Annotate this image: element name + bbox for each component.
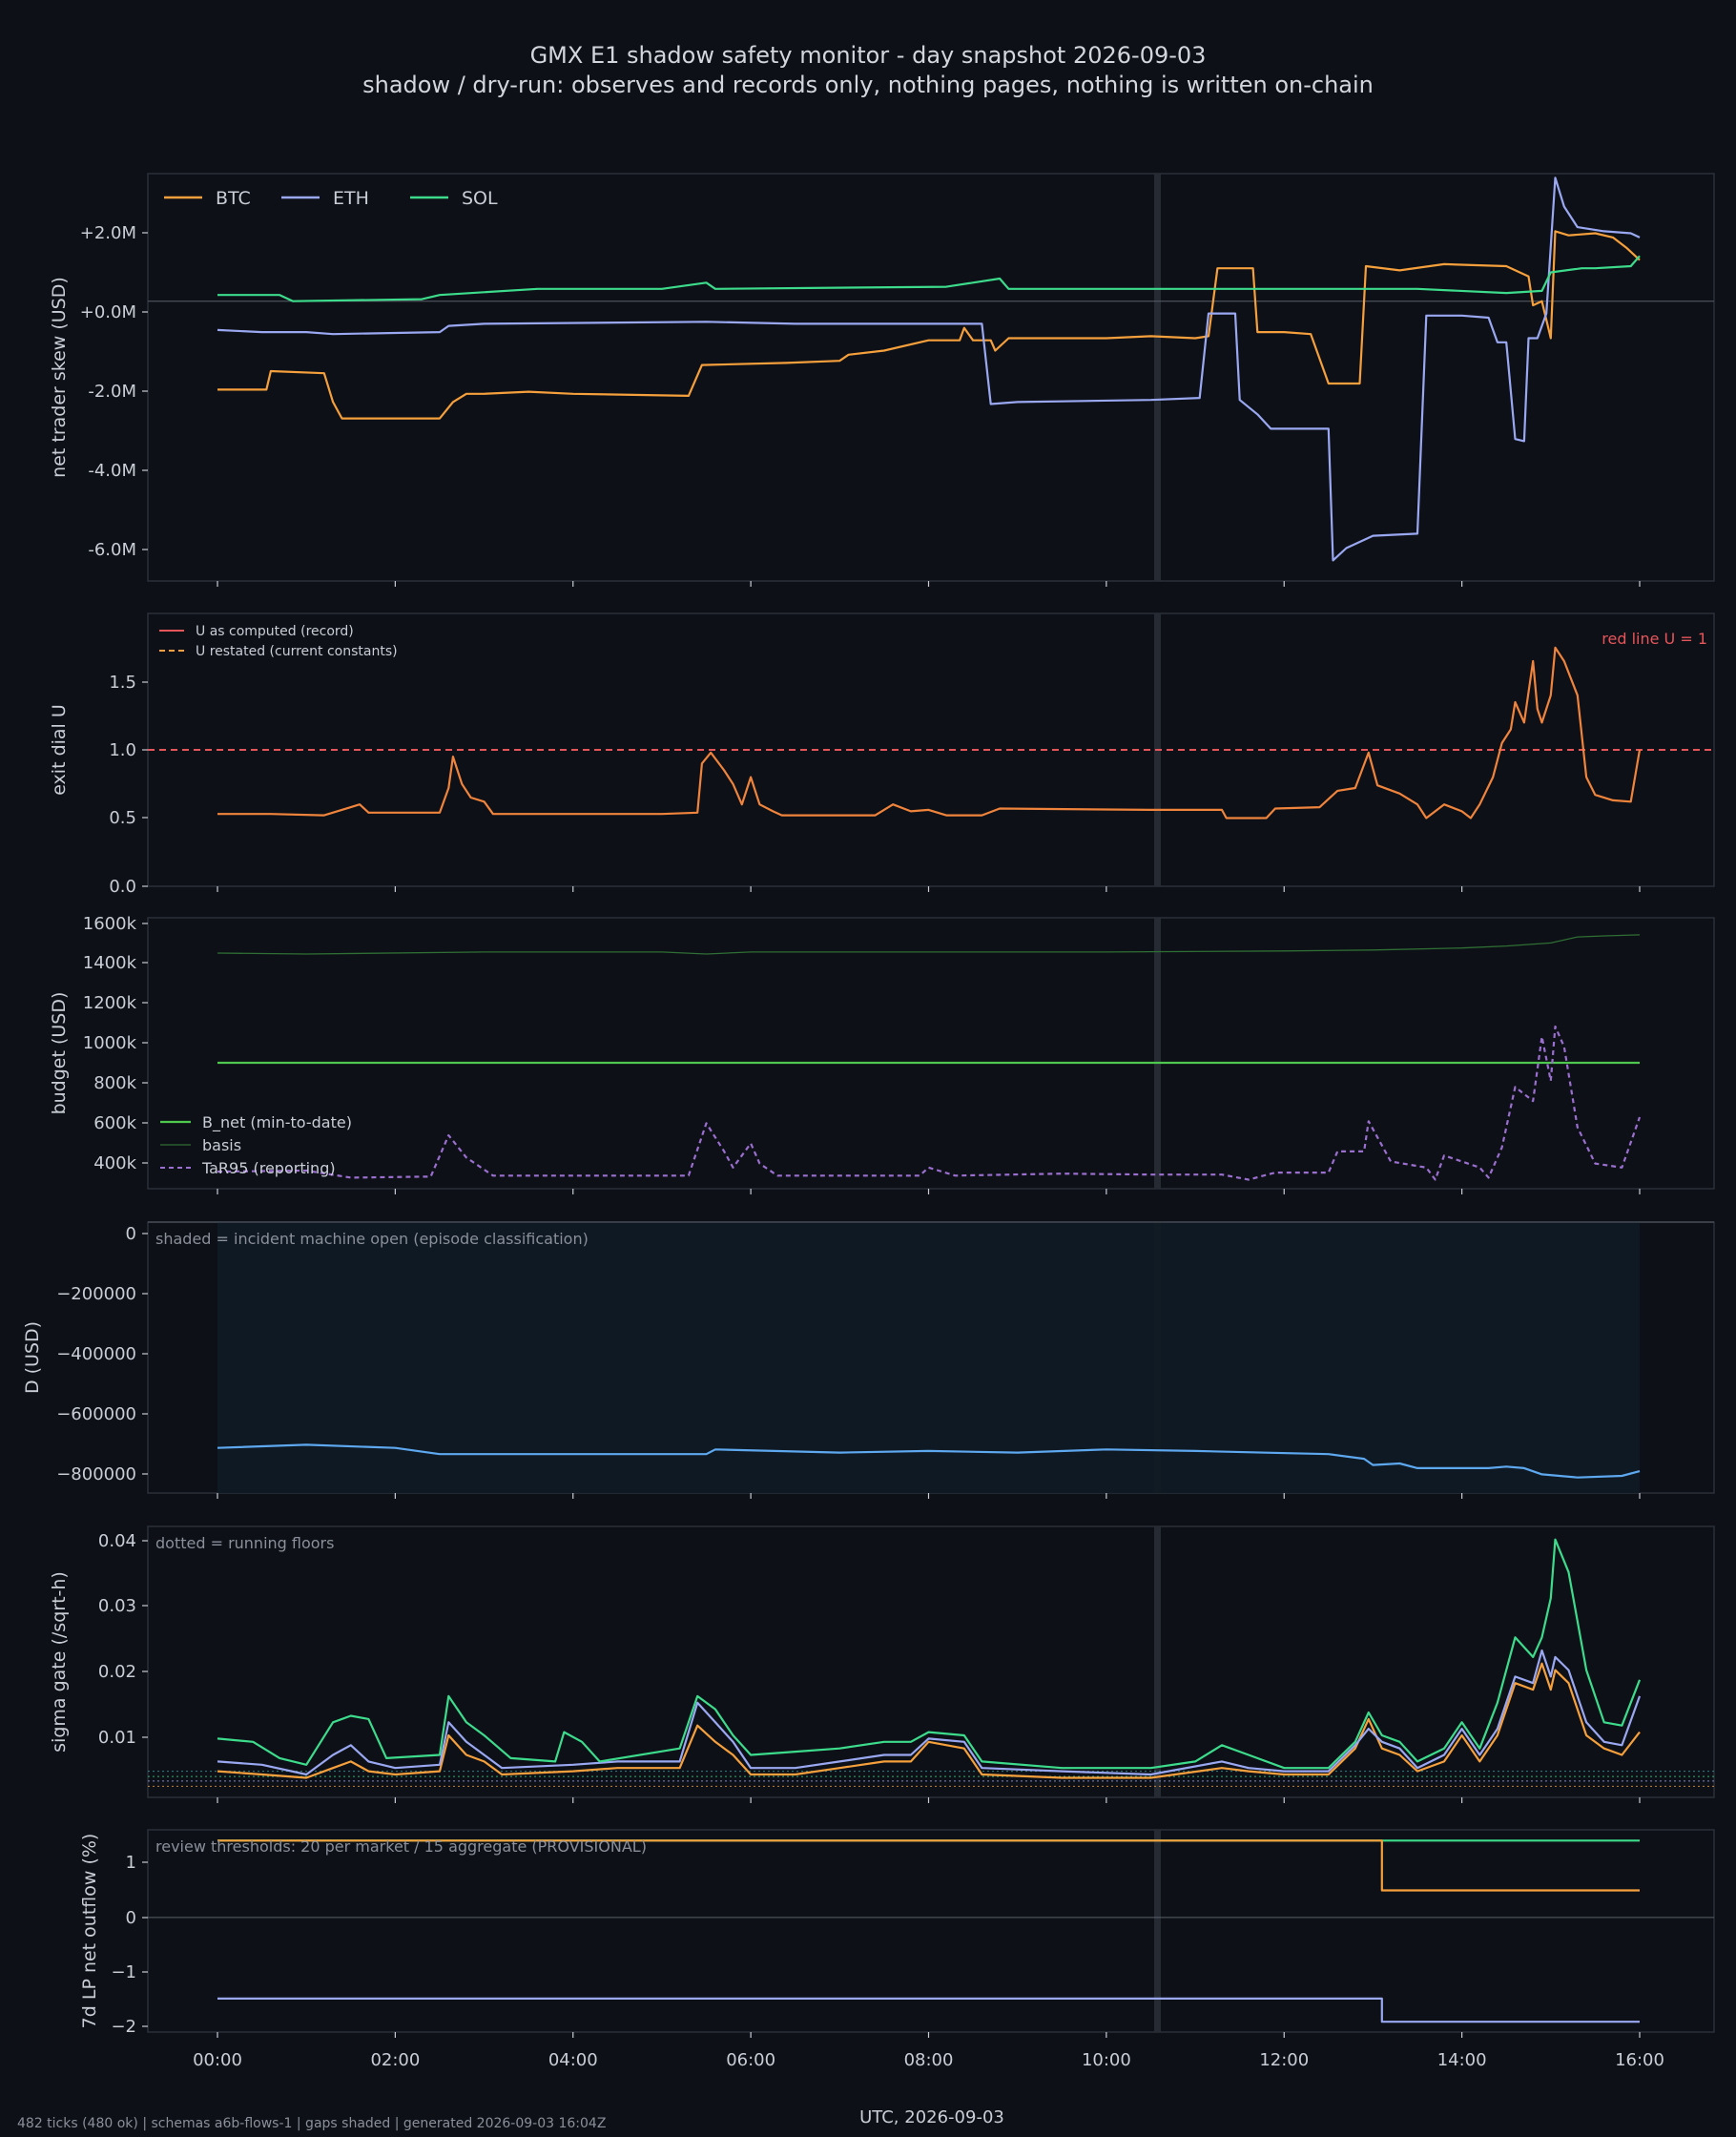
skew-panel: +2.0M +0.0M -2.0M -4.0M -6.0M net trader skew… — [49, 173, 1715, 587]
lp-y-axis-label: 7d LP net outflow (%) — [79, 1834, 100, 2029]
skew-y-tick-label: +2.0M — [80, 223, 136, 243]
x-tick-label: 04:00 — [548, 2050, 598, 2070]
legend-label-budget-0: B_net (min-to-date) — [202, 1113, 352, 1132]
budget-y-tick-label: 600k — [93, 1113, 136, 1133]
exit-panel: 1.5 1.0 0.5 0.0 exit dial U red line U = 1 U a… — [49, 612, 1715, 897]
figure-subtitle: shadow / dry-run: observes and records o… — [362, 72, 1374, 98]
skew-y-tick-label: -2.0M — [88, 382, 136, 402]
sigma-y-tick-label: 0.01 — [98, 1728, 136, 1748]
d-shaded-region — [217, 1222, 1640, 1493]
lp-y-tick-label: 0 — [126, 1908, 136, 1928]
d-y-tick-label: −200000 — [56, 1284, 136, 1304]
budget-series-tar95-reporting- — [217, 1025, 1642, 1181]
skew-series-sol — [217, 255, 1641, 302]
footer-status: 482 ticks (480 ok) | schemas a6b-flows-1… — [17, 2116, 606, 2131]
legend-label-btc: BTC — [216, 188, 251, 209]
lp-y-tick-label: 1 — [126, 1853, 136, 1873]
sigma-y-tick-label: 0.02 — [98, 1662, 136, 1682]
legend-label-eth: ETH — [333, 188, 369, 209]
x-tick-label: 00:00 — [193, 2050, 242, 2070]
figure-title: GMX E1 shadow safety monitor - day snaps… — [530, 42, 1207, 69]
lp-y-tick-label: −2 — [111, 2017, 136, 2037]
exit-y-axis-label: exit dial U — [49, 704, 70, 796]
d-series-d — [217, 1443, 1641, 1479]
sigma-gap-band — [1154, 1526, 1161, 1797]
budget-panel: 1600k 1400k 1200k 1000k 800k 600k 400k budget (… — [49, 914, 1715, 1194]
legend-label-exit-0: U as computed (record) — [196, 624, 354, 639]
d-y-axis-label: D (USD) — [22, 1321, 43, 1394]
skew-series-eth — [217, 176, 1641, 562]
sigma-annotation: dotted = running floors — [155, 1534, 334, 1552]
x-tick-label: 02:00 — [370, 2050, 420, 2070]
d-annotation: shaded = incident machine open (episode … — [155, 1230, 589, 1248]
exit-y-tick-label: 1.0 — [109, 740, 136, 760]
skew-y-axis-label: net trader skew (USD) — [49, 277, 70, 478]
budget-frame — [147, 917, 1715, 1190]
legend-label-sol: SOL — [462, 188, 498, 209]
x-tick-label: 16:00 — [1615, 2050, 1664, 2070]
budget-y-tick-label: 1200k — [83, 993, 137, 1013]
skew-series-btc — [217, 230, 1641, 420]
d-y-tick-label: −400000 — [56, 1344, 136, 1364]
budget-y-tick-label: 800k — [93, 1073, 136, 1093]
lp-panel: 1 0 −1 −2 7d LP net outflow (%) review thresh… — [79, 1829, 1715, 2038]
lp-annotation: review thresholds: 20 per market / 15 ag… — [155, 1837, 647, 1856]
x-tick-label: 08:00 — [904, 2050, 954, 2070]
lp-gap-band — [1154, 1830, 1161, 2032]
sigma-y-tick-label: 0.03 — [98, 1596, 136, 1616]
sigma-series-eth — [217, 1649, 1642, 1776]
exit-y-tick-label: 1.5 — [109, 673, 136, 693]
lp-series-eth — [217, 1997, 1640, 2023]
skew-gap-band — [1154, 174, 1161, 581]
budget-y-axis-label: budget (USD) — [49, 992, 70, 1115]
sigma-panel: 0.04 0.03 0.02 0.01 sigma gate (/sqrt-h) dott… — [49, 1525, 1715, 1803]
lp-y-tick-label: −1 — [111, 1962, 136, 1982]
skew-y-tick-label: +0.0M — [80, 302, 136, 322]
sigma-y-axis-label: sigma gate (/sqrt-h) — [49, 1571, 70, 1753]
sigma-series-sol — [217, 1538, 1642, 1770]
d-panel: 0 −200000 −400000 −600000 −800000 D (USD) shad… — [22, 1221, 1715, 1499]
legend-label-budget-1: basis — [202, 1136, 241, 1154]
exit-y-tick-label: 0.5 — [109, 808, 136, 828]
lp-series-btc — [217, 1839, 1640, 1892]
budget-y-tick-label: 1600k — [83, 914, 137, 934]
lp-frame — [147, 1829, 1715, 2033]
skew-y-tick-label: -6.0M — [88, 540, 136, 560]
budget-y-tick-label: 1400k — [83, 953, 137, 973]
x-axis-label: UTC, 2026-09-03 — [859, 2107, 1004, 2127]
d-y-tick-label: 0 — [126, 1224, 136, 1244]
chart-panels: +2.0M +0.0M -2.0M -4.0M -6.0M net trader skew… — [22, 173, 1715, 2070]
budget-y-tick-label: 400k — [93, 1153, 136, 1173]
skew-y-tick-label: -4.0M — [88, 461, 136, 481]
budget-series-basis — [217, 934, 1641, 955]
x-tick-label: 10:00 — [1082, 2050, 1131, 2070]
sigma-y-tick-label: 0.04 — [98, 1531, 136, 1551]
d-y-tick-label: −800000 — [56, 1464, 136, 1484]
skew-frame — [147, 173, 1715, 582]
sigma-frame — [147, 1525, 1715, 1798]
exit-y-tick-label: 0.0 — [109, 877, 136, 897]
exit-annotation: red line U = 1 — [1602, 630, 1707, 648]
exit-series-u-as-computed-record- — [217, 646, 1642, 820]
legend-label-budget-2: TaR95 (reporting) — [201, 1159, 336, 1177]
legend-label-exit-1: U restated (current constants) — [196, 644, 398, 659]
x-tick-label: 06:00 — [726, 2050, 775, 2070]
budget-gap-band — [1154, 918, 1161, 1189]
x-tick-label: 12:00 — [1259, 2050, 1309, 2070]
x-tick-label: 14:00 — [1437, 2050, 1487, 2070]
d-y-tick-label: −600000 — [56, 1404, 136, 1424]
sigma-series-btc — [217, 1662, 1641, 1779]
budget-y-tick-label: 1000k — [83, 1033, 137, 1053]
